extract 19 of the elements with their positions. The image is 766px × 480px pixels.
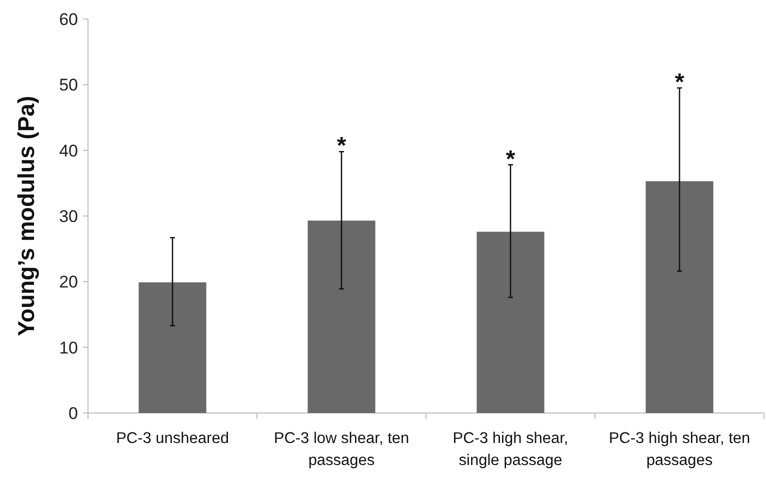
y-tick-label: 10 (59, 338, 78, 358)
x-tick-label: PC-3 high shear, ten passages (608, 430, 750, 469)
bar (476, 232, 544, 413)
y-tick-label: 0 (68, 404, 78, 423)
y-tick-label: 50 (59, 76, 78, 95)
y-tick-label: 30 (59, 206, 78, 226)
bar (646, 181, 714, 413)
bar (138, 282, 206, 413)
x-tick-label: PC-3 unsheared (116, 430, 229, 447)
annotation: * (674, 68, 685, 96)
y-tick-label: 40 (59, 141, 78, 160)
annotation: * (336, 132, 347, 160)
y-axis-title: Young’s modulus (Pa) (13, 96, 40, 336)
y-tick-label: 20 (59, 272, 78, 292)
y-tick-label: 60 (59, 10, 78, 29)
x-tick-label: PC-3 low shear, ten passages (274, 430, 410, 469)
bar (308, 220, 376, 413)
x-tick-label: PC-3 high shear, single passage (452, 430, 568, 469)
annotation: * (506, 146, 516, 173)
